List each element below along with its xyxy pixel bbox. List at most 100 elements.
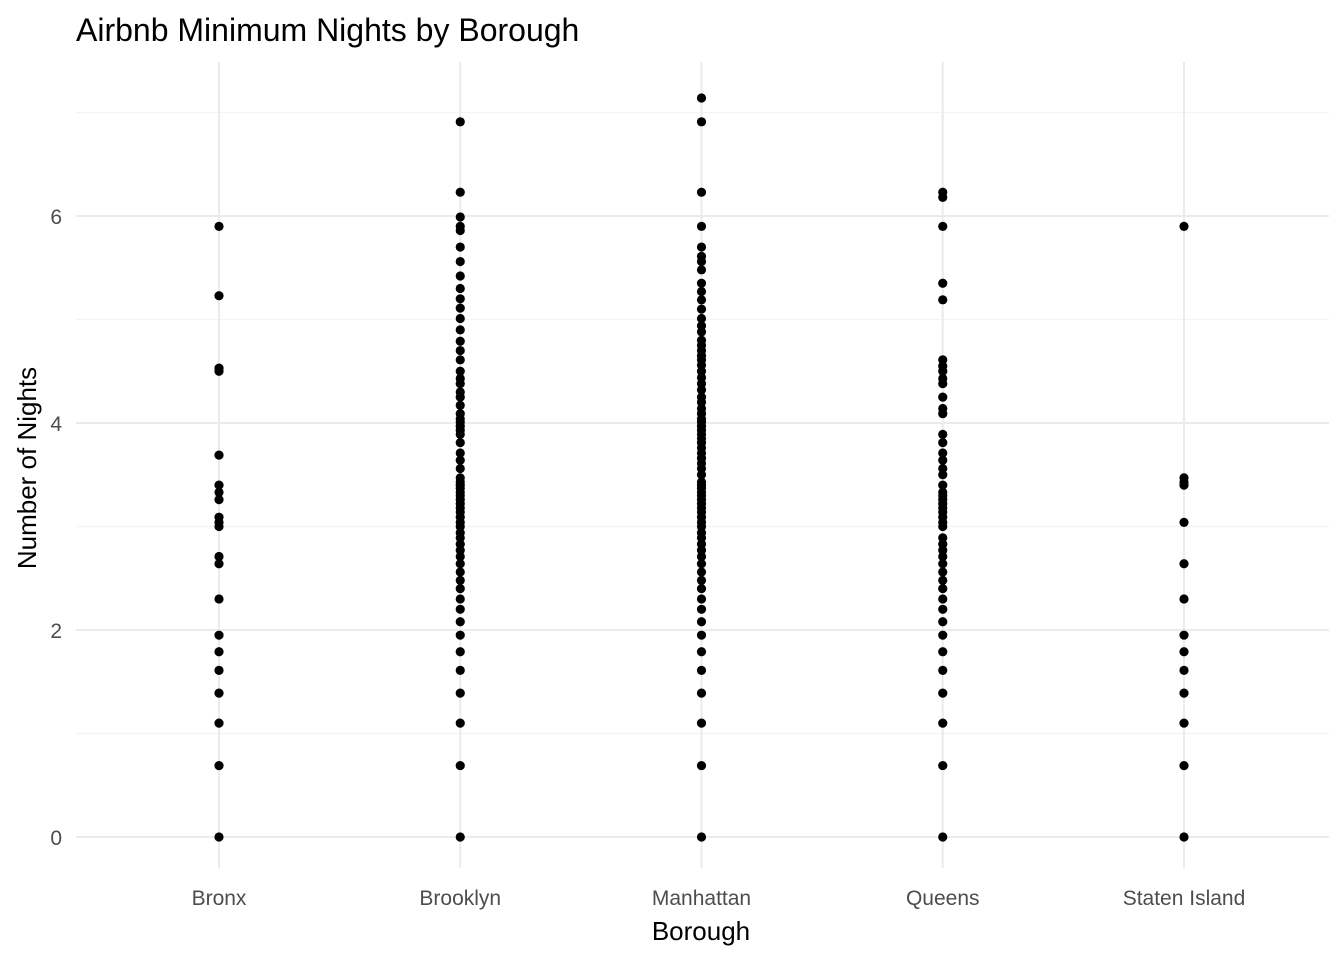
- data-point: [696, 559, 707, 569]
- y-tick-label: 2: [50, 620, 62, 643]
- data-point: [455, 594, 465, 604]
- y-tick-label: 0: [50, 827, 62, 850]
- data-point: [696, 321, 707, 331]
- data-point: [938, 403, 948, 414]
- data-point: [696, 760, 707, 771]
- data-point: [938, 575, 948, 585]
- data-point: [214, 760, 224, 771]
- data-point: [214, 832, 224, 842]
- data-point: [455, 303, 465, 313]
- data-point: [938, 480, 948, 490]
- data-point: [938, 221, 948, 231]
- data-point: [455, 630, 465, 640]
- data-point: [938, 567, 948, 577]
- data-point: [214, 450, 224, 460]
- data-point: [696, 832, 707, 842]
- data-point: [455, 455, 465, 465]
- x-axis-title: Borough: [652, 916, 750, 946]
- data-point: [455, 760, 465, 771]
- x-tick-label: Manhattan: [652, 887, 751, 910]
- data-point: [1179, 832, 1189, 842]
- data-point: [938, 594, 948, 604]
- data-point: [696, 295, 707, 305]
- data-point: [455, 336, 465, 346]
- data-point: [938, 373, 948, 384]
- data-point: [455, 313, 465, 324]
- data-point: [455, 187, 465, 197]
- data-point: [455, 688, 465, 698]
- data-point: [1179, 647, 1189, 657]
- data-point: [455, 387, 465, 397]
- data-point: [938, 559, 948, 569]
- data-point: [214, 688, 224, 698]
- data-point: [455, 473, 465, 483]
- data-point: [696, 594, 707, 604]
- data-point: [696, 242, 707, 252]
- data-point: [455, 567, 465, 577]
- data-point: [455, 559, 465, 569]
- data-point: [696, 567, 707, 577]
- data-point: [938, 584, 948, 594]
- data-point: [938, 487, 948, 497]
- data-point: [938, 604, 948, 614]
- data-point: [696, 477, 707, 487]
- data-point: [938, 463, 948, 474]
- data-point: [455, 448, 465, 458]
- data-point: [455, 575, 465, 585]
- data-point: [696, 617, 707, 627]
- data-point: [938, 533, 948, 543]
- data-point: [455, 438, 465, 448]
- data-point: [455, 345, 465, 356]
- data-point: [1179, 665, 1189, 675]
- data-point: [938, 832, 948, 842]
- data-point: [938, 647, 948, 657]
- data-point: [1179, 760, 1189, 771]
- data-point: [455, 212, 465, 222]
- x-tick-label: Staten Island: [1123, 887, 1246, 910]
- data-point: [938, 187, 948, 197]
- data-point: [938, 392, 948, 402]
- data-point: [696, 335, 707, 345]
- x-tick-label: Queens: [906, 887, 980, 910]
- data-point: [455, 463, 465, 474]
- data-point: [696, 278, 707, 288]
- x-tick-label: Brooklyn: [419, 887, 501, 910]
- data-point: [1179, 221, 1189, 231]
- y-tick-label: 6: [50, 206, 62, 229]
- data-point: [696, 221, 707, 231]
- data-point: [214, 551, 224, 562]
- data-point: [214, 559, 224, 569]
- data-points: [214, 93, 1189, 842]
- data-point: [696, 604, 707, 614]
- data-point: [214, 291, 224, 301]
- data-point: [938, 665, 948, 675]
- data-point: [455, 271, 465, 281]
- y-tick-label: 4: [50, 413, 62, 436]
- data-point: [214, 665, 224, 675]
- data-point: [1179, 473, 1189, 483]
- data-point: [696, 187, 707, 197]
- data-point: [1179, 559, 1189, 569]
- y-axis-ticks: 0 2 4 6: [50, 206, 62, 850]
- data-point: [455, 584, 465, 594]
- data-point: [455, 400, 465, 411]
- data-point: [214, 487, 224, 497]
- data-point: [938, 455, 948, 465]
- data-point: [1179, 630, 1189, 640]
- data-point: [696, 647, 707, 657]
- data-point: [1179, 517, 1189, 527]
- data-point: [696, 304, 707, 314]
- data-point: [938, 688, 948, 698]
- data-point: [696, 665, 707, 675]
- data-point: [214, 630, 224, 640]
- data-point: [455, 256, 465, 267]
- data-point: [696, 575, 707, 585]
- data-point: [455, 294, 465, 304]
- data-point: [938, 448, 948, 458]
- data-point: [455, 283, 465, 294]
- data-point: [696, 286, 707, 297]
- data-point: [1179, 594, 1189, 604]
- data-point: [938, 438, 948, 448]
- x-tick-label: Bronx: [192, 887, 247, 910]
